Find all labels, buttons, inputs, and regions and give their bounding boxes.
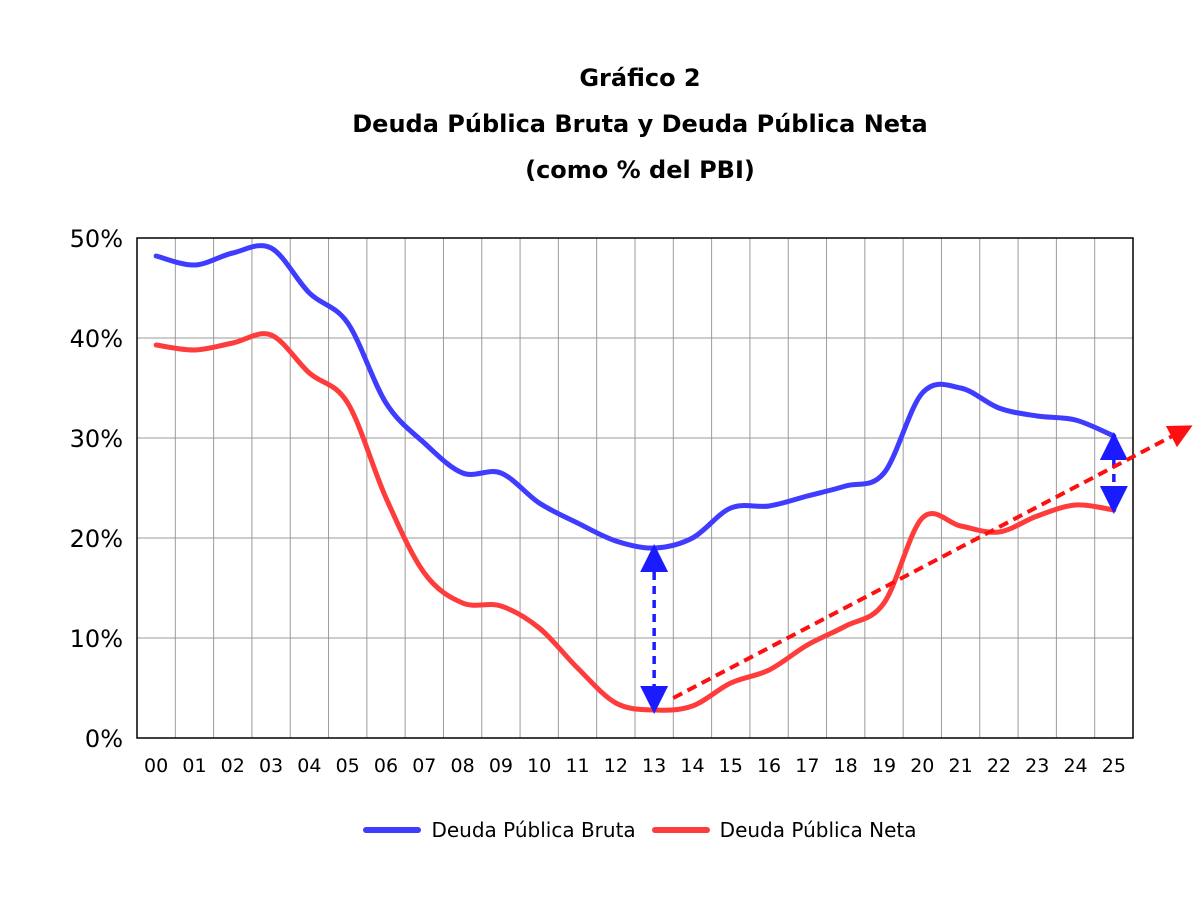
x-tick-label: 09 bbox=[489, 755, 513, 777]
plot-frame bbox=[136, 237, 1134, 739]
title-block: Gráfico 2 Deuda Pública Bruta y Deuda Pú… bbox=[0, 55, 1200, 193]
series-line-neta bbox=[153, 331, 1117, 713]
legend-item-bruta: Deuda Pública Bruta bbox=[363, 818, 636, 842]
x-tick-label: 01 bbox=[182, 755, 206, 777]
x-tick-label: 16 bbox=[757, 755, 781, 777]
chart-subtitle-units: (como % del PBI) bbox=[525, 156, 755, 184]
x-tick-label: 05 bbox=[336, 755, 360, 777]
x-tick-label: 10 bbox=[527, 755, 551, 777]
chart-title: Gráfico 2 bbox=[579, 64, 701, 92]
x-tick-label: 13 bbox=[642, 755, 666, 777]
legend-swatch-neta bbox=[651, 827, 710, 833]
x-tick-label: 20 bbox=[910, 755, 934, 777]
series bbox=[153, 243, 1117, 713]
x-tick-label: 04 bbox=[297, 755, 321, 777]
x-tick-label: 08 bbox=[451, 755, 475, 777]
y-tick-label: 50% bbox=[70, 225, 123, 253]
x-tick-label: 11 bbox=[565, 755, 589, 777]
x-tick-label: 21 bbox=[949, 755, 973, 777]
y-axis: 0% 10% 20% 30% 40% 50% bbox=[70, 225, 123, 753]
x-tick-label: 25 bbox=[1102, 755, 1126, 777]
x-axis: 00 01 02 03 04 05 06 07 08 09 10 11 12 13 14 15 16 17 18 19… bbox=[144, 755, 1126, 777]
y-tick-label: 30% bbox=[70, 425, 123, 453]
y-tick-label: 10% bbox=[70, 625, 123, 653]
x-tick-label: 24 bbox=[1063, 755, 1087, 777]
x-tick-label: 02 bbox=[221, 755, 245, 777]
x-tick-label: 00 bbox=[144, 755, 168, 777]
x-tick-label: 14 bbox=[680, 755, 704, 777]
x-tick-label: 07 bbox=[412, 755, 436, 777]
legend: Deuda Pública Bruta Deuda Pública Neta bbox=[0, 818, 1200, 842]
legend-item-neta: Deuda Pública Neta bbox=[651, 818, 917, 842]
x-tick-label: 15 bbox=[719, 755, 743, 777]
series-line-bruta bbox=[153, 243, 1117, 551]
y-tick-label: 40% bbox=[70, 325, 123, 353]
annotations bbox=[640, 425, 1193, 714]
legend-label-bruta: Deuda Pública Bruta bbox=[431, 818, 636, 842]
grid bbox=[137, 238, 1133, 738]
chart-subtitle: Deuda Pública Bruta y Deuda Pública Neta bbox=[352, 110, 928, 138]
x-tick-label: 17 bbox=[795, 755, 819, 777]
y-tick-label: 0% bbox=[85, 725, 123, 753]
x-tick-label: 19 bbox=[872, 755, 896, 777]
x-tick-label: 06 bbox=[374, 755, 398, 777]
x-tick-label: 03 bbox=[259, 755, 283, 777]
y-tick-label: 20% bbox=[70, 525, 123, 553]
legend-label-neta: Deuda Pública Neta bbox=[719, 818, 917, 842]
legend-swatch-bruta bbox=[363, 827, 422, 833]
x-tick-label: 23 bbox=[1025, 755, 1049, 777]
x-tick-label: 22 bbox=[987, 755, 1011, 777]
x-tick-label: 18 bbox=[834, 755, 858, 777]
x-tick-label: 12 bbox=[604, 755, 628, 777]
